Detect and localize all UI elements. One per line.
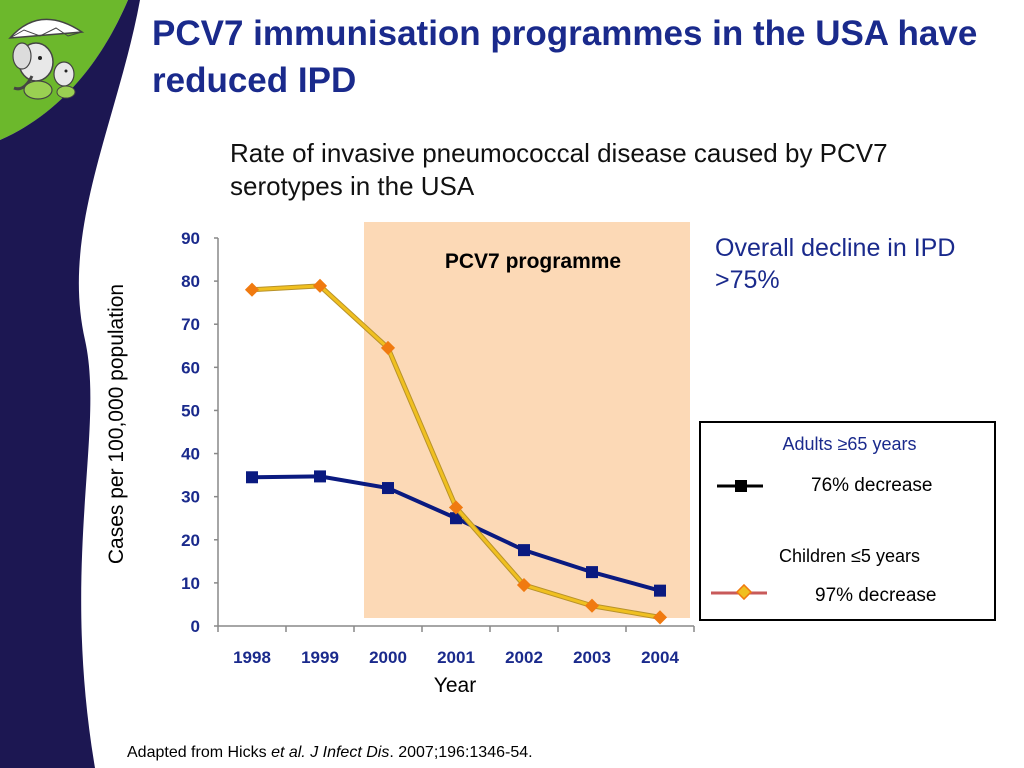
data-point-adults	[450, 512, 462, 525]
legend-children-change: 97% decrease	[815, 585, 937, 606]
y-tick-label: 30	[181, 488, 200, 507]
legend-adults-label: Adults ≥65 years	[782, 434, 917, 454]
x-tick-label: 2000	[369, 648, 407, 667]
source-footnote: Adapted from Hicks et al. J Infect Dis. …	[127, 744, 533, 762]
footnote-journal: J Infect Dis	[305, 744, 390, 761]
footnote-etal: et al.	[271, 744, 306, 761]
chart-legend: Adults ≥65 years 76% decrease Children ≤…	[699, 421, 996, 621]
data-point-children	[516, 577, 532, 593]
programme-label: PCV7 programme	[445, 250, 621, 273]
x-tick-label: 2001	[437, 648, 475, 667]
y-tick-label: 40	[181, 445, 200, 464]
data-point-adults	[654, 584, 666, 597]
y-tick-label: 70	[181, 315, 200, 334]
data-point-children	[244, 282, 260, 297]
y-tick-label: 20	[181, 531, 200, 550]
y-tick-label: 60	[181, 358, 200, 377]
footnote-prefix: Adapted from Hicks	[127, 744, 272, 761]
data-point-children	[652, 610, 668, 625]
x-tick-label: 2004	[641, 648, 679, 667]
slide-title: PCV7 immunisation programmes in the USA …	[152, 14, 978, 100]
data-point-adults	[586, 566, 598, 579]
x-axis-label: Year	[433, 674, 477, 697]
chart-subtitle: Rate of invasive pneumococcal disease ca…	[230, 138, 888, 201]
y-tick-label: 0	[191, 617, 200, 636]
data-point-children	[380, 340, 396, 356]
x-tick-label: 2003	[573, 648, 611, 667]
legend-adults-swatch	[717, 480, 763, 492]
footnote-suffix: . 2007;196:1346-54.	[389, 744, 533, 761]
decline-callout: Overall decline in IPD >75%	[715, 234, 956, 294]
y-axis-label: Cases per 100,000 population	[105, 283, 128, 565]
data-point-children	[584, 598, 600, 613]
programme-region	[364, 222, 690, 618]
legend-children-label: Children ≤5 years	[779, 546, 920, 566]
y-tick-label: 80	[181, 272, 200, 291]
x-tick-label: 1999	[301, 648, 339, 667]
legend-children-swatch	[711, 583, 767, 601]
x-tick-label: 2002	[505, 648, 543, 667]
x-tick-label: 1998	[233, 648, 271, 667]
data-point-adults	[518, 544, 530, 557]
data-point-children	[312, 278, 328, 293]
y-tick-label: 90	[181, 229, 200, 248]
data-point-adults	[314, 470, 326, 483]
legend-adults-change: 76% decrease	[811, 475, 933, 496]
elephant-mascot-with-umbrella-icon	[8, 18, 85, 100]
data-point-adults	[382, 482, 394, 495]
data-point-adults	[246, 471, 258, 484]
y-tick-label: 10	[181, 574, 200, 593]
data-point-children	[448, 500, 464, 515]
y-tick-label: 50	[181, 401, 200, 420]
